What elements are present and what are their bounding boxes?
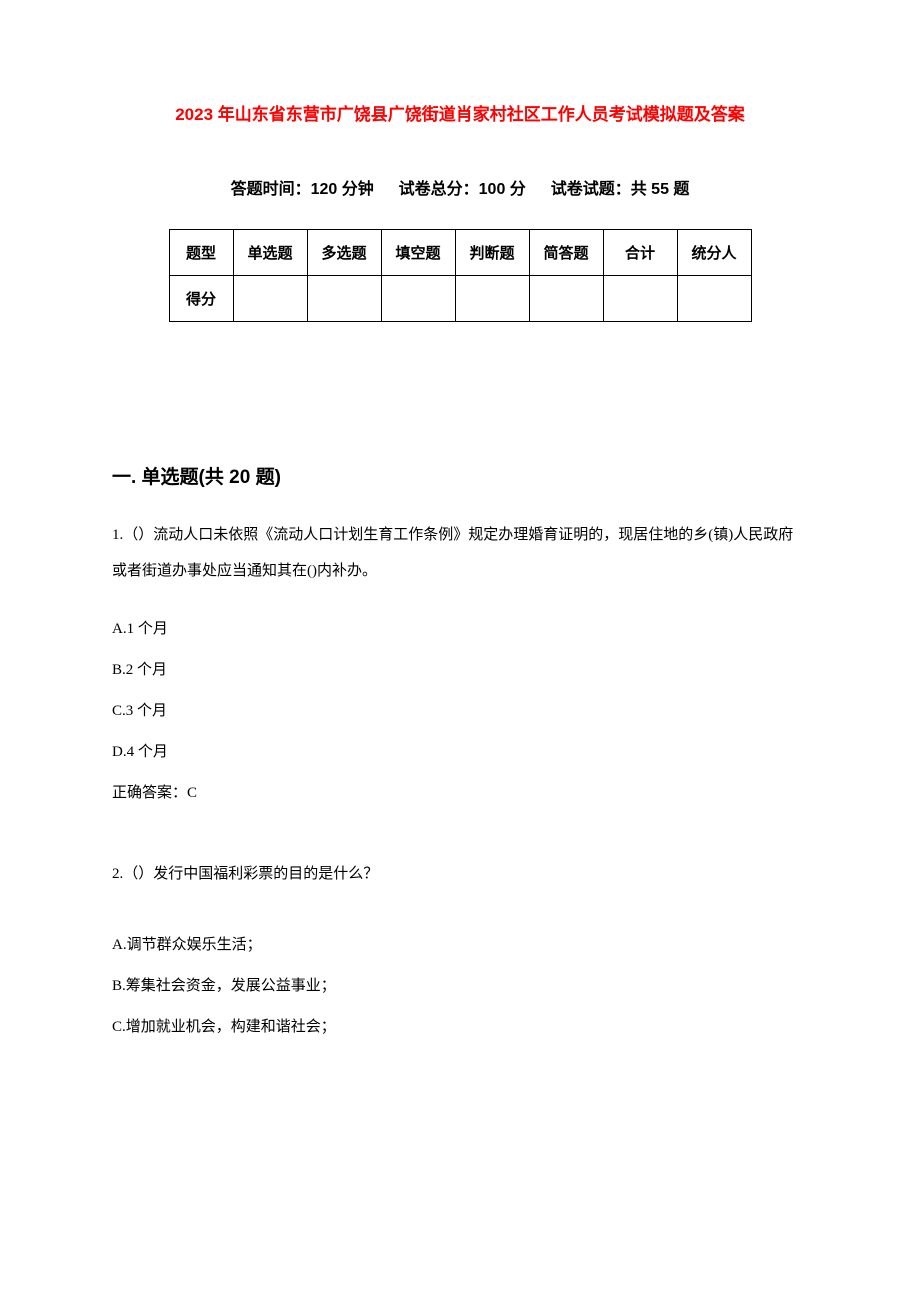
question-1-answer: 正确答案：C [112,781,808,802]
question-1-option-c: C.3 个月 [112,699,808,720]
document-title: 2023 年山东省东营市广饶县广饶街道肖家村社区工作人员考试模拟题及答案 [112,100,808,125]
table-header-cell: 填空题 [381,230,455,276]
question-1-option-d: D.4 个月 [112,740,808,761]
score-table: 题型 单选题 多选题 填空题 判断题 简答题 合计 统分人 得分 [169,229,752,322]
total-value: 100 分 [479,181,526,198]
question-2-text: 2.（）发行中国福利彩票的目的是什么？ [112,862,808,883]
exam-info-line: 答题时间：120 分钟 试卷总分：100 分 试卷试题：共 55 题 [112,175,808,199]
table-header-cell: 题型 [169,230,233,276]
section-heading: 一. 单选题(共 20 题) [112,462,808,489]
question-1-text: 1.（）流动人口未依照《流动人口计划生育工作条例》规定办理婚育证明的，现居住地的… [112,517,808,589]
count-label: 试卷试题： [551,181,631,198]
table-header-row: 题型 单选题 多选题 填空题 判断题 简答题 合计 统分人 [169,230,751,276]
question-2-option-b: B.筹集社会资金，发展公益事业； [112,974,808,995]
time-label: 答题时间： [231,181,311,198]
table-header-cell: 简答题 [529,230,603,276]
table-header-cell: 统分人 [677,230,751,276]
table-header-cell: 合计 [603,230,677,276]
table-header-cell: 多选题 [307,230,381,276]
count-value: 共 55 题 [631,181,690,198]
total-label: 试卷总分： [399,181,479,198]
question-1-option-a: A.1 个月 [112,617,808,638]
question-1-option-b: B.2 个月 [112,658,808,679]
table-empty-cell [529,276,603,322]
table-header-cell: 单选题 [233,230,307,276]
question-2-option-c: C.增加就业机会，构建和谐社会； [112,1015,808,1036]
table-empty-cell [603,276,677,322]
table-empty-cell [307,276,381,322]
table-empty-cell [381,276,455,322]
time-value: 120 分钟 [311,181,374,198]
table-empty-cell [455,276,529,322]
table-empty-cell [233,276,307,322]
question-2-option-a: A.调节群众娱乐生活； [112,933,808,954]
table-score-row: 得分 [169,276,751,322]
table-empty-cell [677,276,751,322]
table-row-label: 得分 [169,276,233,322]
table-header-cell: 判断题 [455,230,529,276]
